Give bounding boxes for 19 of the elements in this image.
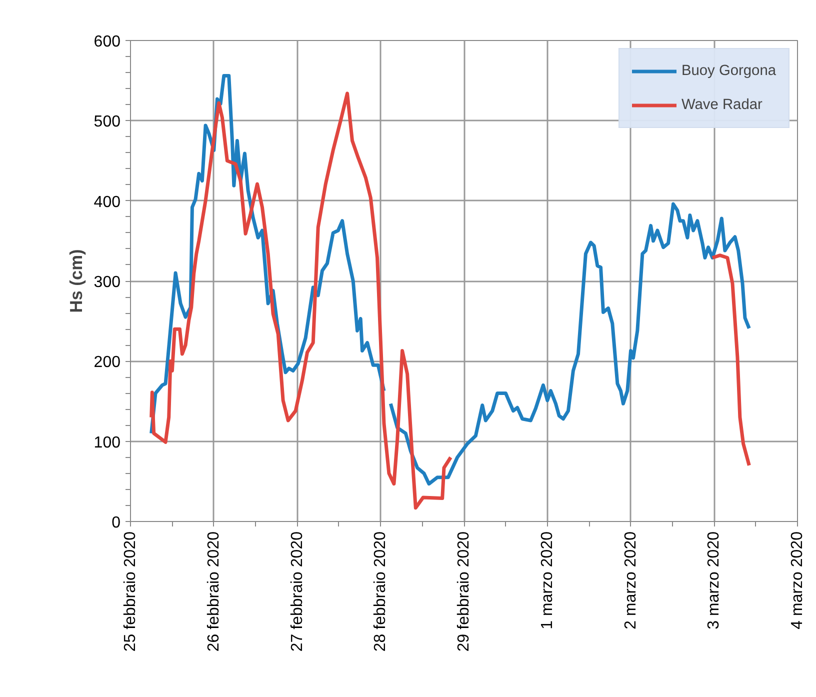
x-tick-label: 28 febbraio 2020 (372, 531, 390, 652)
y-tick-label: 500 (94, 114, 121, 131)
y-tick-label: 200 (94, 354, 121, 372)
x-tick-label: 26 febbraio 2020 (205, 531, 222, 652)
x-tick-label: 25 febbraio 2020 (122, 531, 139, 652)
x-tick-label: 29 febbraio 2020 (456, 531, 472, 652)
y-tick-label: 0 (112, 514, 121, 532)
legend-label: Buoy Gorgona (681, 63, 776, 79)
x-tick-label: 4 marzo 2020 (789, 531, 806, 630)
y-tick-label: 400 (94, 194, 121, 211)
x-tick-label: 2 marzo 2020 (622, 531, 640, 630)
x-tick-label: 3 marzo 2020 (706, 531, 723, 630)
legend-label: Wave Radar (681, 97, 762, 113)
x-tick-label: 27 febbraio 2020 (288, 531, 306, 652)
y-tick-label: 300 (94, 274, 121, 291)
y-tick-label: 100 (94, 434, 121, 452)
y-axis-title: Hs (cm) (66, 249, 86, 313)
x-tick-label: 1 marzo 2020 (538, 531, 556, 630)
y-tick-label: 600 (94, 34, 121, 50)
